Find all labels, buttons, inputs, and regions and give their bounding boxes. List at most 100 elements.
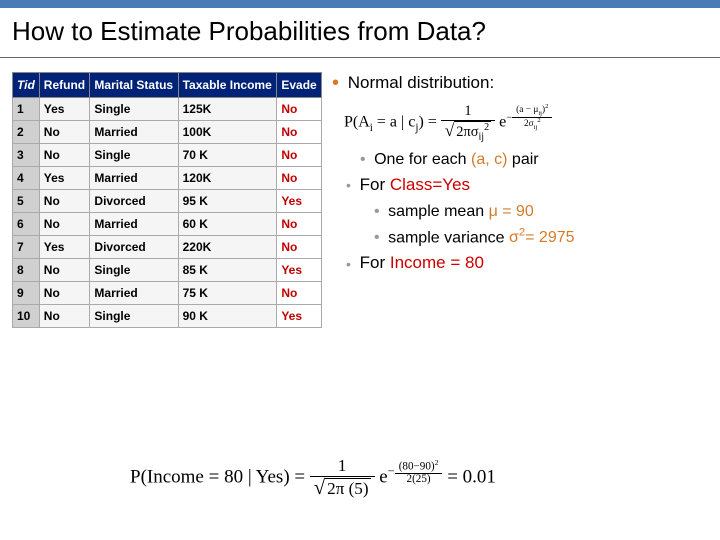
bullet-for-income: • For Income = 80 (346, 253, 708, 273)
f-num1: 1 (441, 103, 495, 121)
table-cell: 7 (13, 236, 40, 259)
table-row: 6NoMarried60 KNo (13, 213, 322, 236)
table-cell: No (277, 98, 322, 121)
table-cell: Divorced (90, 236, 178, 259)
table-cell: Married (90, 282, 178, 305)
one-each-pre: One for each (374, 151, 471, 168)
bullet-icon: • (374, 203, 380, 220)
income-pre: For (360, 253, 390, 272)
col-income: Taxable Income (178, 73, 277, 98)
var-sigma: σ (509, 229, 519, 246)
table-cell: No (277, 144, 322, 167)
table-cell: Married (90, 167, 178, 190)
data-table-wrapper: Tid Refund Marital Status Taxable Income… (12, 72, 322, 328)
table-cell: No (277, 121, 322, 144)
table-cell: Single (90, 305, 178, 328)
table-cell: No (39, 282, 90, 305)
table-row: 3NoSingle70 KNo (13, 144, 322, 167)
bullet-sample-mean: • sample mean μ = 90 (374, 203, 708, 221)
var-eq: = 2975 (525, 229, 574, 246)
table-cell: No (277, 282, 322, 305)
col-marital: Marital Status (90, 73, 178, 98)
fb-frac1: 1 2π (5) (310, 456, 375, 500)
fb-lhs: P(Income = 80 | Yes) = (130, 466, 310, 487)
table-cell: Married (90, 121, 178, 144)
bullet-sample-var: • sample variance σ2= 2975 (374, 227, 708, 247)
table-cell: 70 K (178, 144, 277, 167)
table-cell: 75 K (178, 282, 277, 305)
table-cell: No (277, 167, 322, 190)
formula-income: P(Income = 80 | Yes) = 1 2π (5) e− (80−9… (130, 456, 496, 500)
fb-result: = 0.01 (447, 466, 496, 487)
mean-val: μ = 90 (489, 203, 534, 220)
bullet-icon: • (374, 229, 380, 246)
data-table: Tid Refund Marital Status Taxable Income… (12, 72, 322, 328)
f-mid: = a | c (373, 114, 415, 131)
table-cell: Single (90, 144, 178, 167)
table-row: 1YesSingle125KNo (13, 98, 322, 121)
page-title: How to Estimate Probabilities from Data? (12, 16, 708, 47)
table-cell: 4 (13, 167, 40, 190)
table-cell: 5 (13, 190, 40, 213)
table-cell: 60 K (178, 213, 277, 236)
for-class-pre: For (360, 175, 390, 194)
table-cell: No (39, 305, 90, 328)
table-row: 4YesMarried120KNo (13, 167, 322, 190)
table-header-row: Tid Refund Marital Status Taxable Income… (13, 73, 322, 98)
table-cell: No (277, 236, 322, 259)
income-red: Income = 80 (390, 253, 484, 272)
one-each-suf: pair (507, 151, 538, 168)
for-class-red: Class=Yes (390, 175, 470, 194)
title-bar: How to Estimate Probabilities from Data? (0, 0, 720, 58)
fb-den1: 2π (5) (310, 477, 375, 500)
table-cell: Married (90, 213, 178, 236)
bullet-icon: • (346, 256, 351, 272)
bullet-icon: • (360, 151, 366, 168)
table-cell: No (39, 190, 90, 213)
table-cell: 125K (178, 98, 277, 121)
mean-pre: sample mean (388, 203, 489, 220)
table-row: 2NoMarried100KNo (13, 121, 322, 144)
col-refund: Refund (39, 73, 90, 98)
normal-dist-label: Normal distribution: (348, 73, 494, 92)
table-cell: 3 (13, 144, 40, 167)
formula-normal: P(Ai = a | cj) = 1 2πσij2 e− (a − μij)2 … (344, 103, 708, 143)
table-cell: Yes (39, 236, 90, 259)
f-eq: ) = (418, 114, 440, 131)
table-cell: Yes (39, 167, 90, 190)
table-cell: Yes (277, 259, 322, 282)
table-cell: 90 K (178, 305, 277, 328)
table-row: 10NoSingle90 KYes (13, 305, 322, 328)
table-cell: 220K (178, 236, 277, 259)
bullet-icon: • (346, 177, 351, 193)
table-cell: 120K (178, 167, 277, 190)
bullet-icon: • (332, 72, 339, 94)
table-cell: Yes (39, 98, 90, 121)
explanation-panel: • Normal distribution: P(Ai = a | cj) = … (332, 72, 708, 328)
table-cell: Yes (277, 190, 322, 213)
table-row: 7YesDivorced220KNo (13, 236, 322, 259)
f-exp: − (a − μij)2 2σij2 (506, 104, 552, 132)
col-tid: Tid (13, 73, 40, 98)
table-cell: 85 K (178, 259, 277, 282)
table-row: 8NoSingle85 KYes (13, 259, 322, 282)
table-cell: 8 (13, 259, 40, 282)
col-evade: Evade (277, 73, 322, 98)
table-cell: 6 (13, 213, 40, 236)
table-row: 9NoMarried75 KNo (13, 282, 322, 305)
f-frac1: 1 2πσij2 (441, 103, 495, 143)
table-cell: Divorced (90, 190, 178, 213)
table-cell: No (39, 213, 90, 236)
table-cell: No (39, 259, 90, 282)
fb-num1: 1 (310, 456, 375, 477)
f-den1: 2πσij2 (441, 121, 495, 143)
table-cell: No (39, 121, 90, 144)
table-cell: 2 (13, 121, 40, 144)
table-body: 1YesSingle125KNo2NoMarried100KNo3NoSingl… (13, 98, 322, 328)
fb-exp: − (80−90)2 2(25) (388, 459, 443, 485)
f-e: e (499, 114, 506, 131)
var-pre: sample variance (388, 229, 509, 246)
table-cell: 100K (178, 121, 277, 144)
table-cell: 95 K (178, 190, 277, 213)
table-cell: Yes (277, 305, 322, 328)
